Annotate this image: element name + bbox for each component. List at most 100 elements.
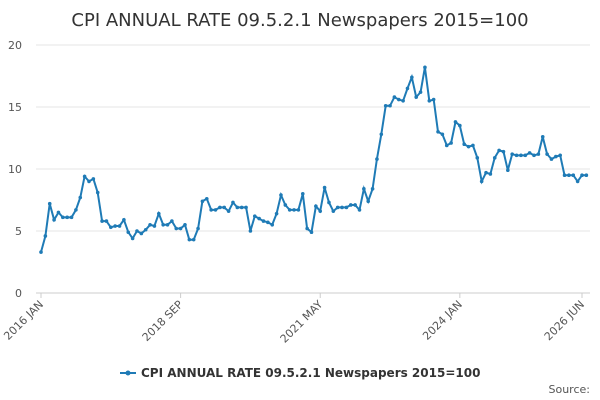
x-tick-label: 2021 MAY xyxy=(278,298,326,346)
point xyxy=(519,153,523,158)
point xyxy=(466,144,471,149)
point xyxy=(335,205,340,210)
point xyxy=(449,141,453,145)
point xyxy=(43,234,48,238)
point xyxy=(540,134,545,139)
point xyxy=(200,199,205,204)
point xyxy=(178,226,183,231)
point xyxy=(104,219,109,223)
point xyxy=(575,179,580,184)
point xyxy=(39,250,43,254)
point xyxy=(65,215,69,220)
point xyxy=(549,157,554,161)
point xyxy=(61,215,65,220)
point xyxy=(418,90,423,94)
point xyxy=(257,216,261,221)
point xyxy=(453,120,458,124)
point xyxy=(222,205,227,210)
chart-title: CPI ANNUAL RATE 09.5.2.1 Newspapers 2015… xyxy=(71,10,528,31)
point xyxy=(488,172,493,176)
point xyxy=(554,154,558,159)
point xyxy=(305,226,309,231)
point xyxy=(431,97,436,102)
point xyxy=(348,203,353,207)
point xyxy=(427,99,432,103)
point xyxy=(261,219,266,223)
point xyxy=(580,173,584,177)
point xyxy=(567,173,571,177)
point xyxy=(423,65,427,70)
point xyxy=(366,199,371,204)
point xyxy=(296,208,301,212)
point xyxy=(523,153,528,158)
point xyxy=(484,170,488,175)
point xyxy=(492,156,497,160)
point xyxy=(571,173,576,177)
point xyxy=(244,205,248,210)
point xyxy=(52,218,56,222)
y-tick-label: 10 xyxy=(8,163,22,176)
point xyxy=(497,148,501,153)
point xyxy=(287,208,292,212)
point xyxy=(204,196,209,201)
point xyxy=(248,229,253,233)
point xyxy=(440,132,445,137)
point xyxy=(436,130,440,134)
point xyxy=(318,209,323,213)
point xyxy=(122,218,126,222)
point xyxy=(392,95,397,99)
point xyxy=(527,151,532,155)
point xyxy=(152,224,157,228)
point xyxy=(170,219,174,223)
y-tick-label: 0 xyxy=(15,287,22,300)
point xyxy=(95,190,100,195)
x-tick-label: 2016 JAN xyxy=(1,298,46,343)
point xyxy=(292,208,296,212)
point xyxy=(274,211,279,216)
legend-label: CPI ANNUAL RATE 09.5.2.1 Newspapers 2015… xyxy=(141,366,480,380)
point xyxy=(370,187,375,191)
point xyxy=(109,225,113,230)
point xyxy=(475,156,480,160)
point xyxy=(322,185,327,190)
point xyxy=(300,192,305,196)
point xyxy=(113,224,117,228)
point xyxy=(357,208,362,212)
point xyxy=(126,230,131,235)
point xyxy=(266,220,270,225)
point xyxy=(270,223,275,227)
point xyxy=(375,157,379,161)
point xyxy=(458,123,462,128)
point xyxy=(536,152,541,156)
point xyxy=(388,103,392,108)
point xyxy=(161,223,165,227)
y-tick-label: 15 xyxy=(8,101,22,114)
legend-marker xyxy=(125,370,131,376)
point xyxy=(471,143,475,148)
point xyxy=(279,193,283,197)
point xyxy=(506,168,510,173)
point xyxy=(510,152,514,156)
point xyxy=(156,211,161,216)
point xyxy=(532,153,536,158)
point xyxy=(235,205,240,210)
x-tick-label: 2024 JAN xyxy=(420,298,465,343)
point xyxy=(379,132,384,137)
point xyxy=(239,205,244,210)
point xyxy=(252,214,257,218)
point xyxy=(56,210,61,215)
point xyxy=(327,200,331,205)
point xyxy=(209,208,213,212)
point xyxy=(183,223,187,227)
point xyxy=(74,208,78,212)
point xyxy=(100,219,104,223)
point xyxy=(69,215,74,220)
point xyxy=(135,229,139,233)
point xyxy=(309,230,314,235)
point xyxy=(196,226,200,231)
point xyxy=(514,153,519,158)
point xyxy=(558,153,562,158)
point xyxy=(314,204,318,208)
y-tick-label: 5 xyxy=(15,225,22,238)
